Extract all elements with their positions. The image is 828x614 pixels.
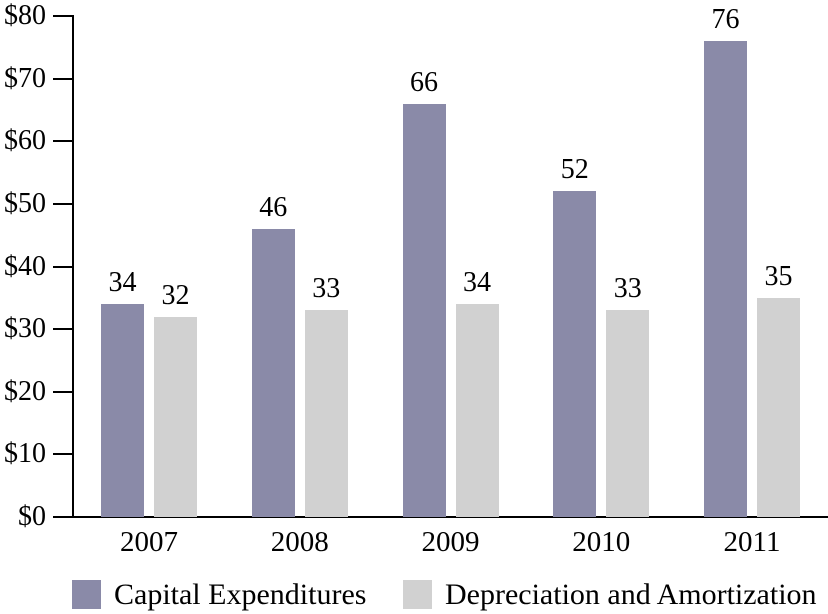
x-tick-label-2010: 2010: [572, 526, 631, 558]
legend-item-capital-expenditures: Capital Expenditures: [72, 579, 366, 610]
value-label-capital-expenditures-2010: 52: [560, 154, 589, 186]
y-tick-40: [53, 265, 73, 268]
bar-capital-expenditures-2008: [251, 228, 295, 517]
bar-capital-expenditures-2010: [553, 191, 597, 517]
y-tick-label-10: $10: [4, 438, 46, 470]
y-tick-60: [53, 140, 73, 143]
value-label-capital-expenditures-2011: 76: [711, 4, 740, 36]
value-label-depreciation-and-amortization-2009: 34: [463, 267, 491, 299]
bar-depreciation-and-amortization-2007: [154, 316, 197, 517]
y-tick-label-30: $30: [4, 313, 46, 345]
value-label-depreciation-and-amortization-2010: 33: [613, 273, 642, 305]
y-tick-50: [53, 202, 73, 205]
x-tick-label-2007: 2007: [120, 526, 178, 558]
value-label-capital-expenditures-2008: 46: [259, 191, 288, 223]
value-label-depreciation-and-amortization-2008: 33: [312, 273, 341, 305]
y-tick-0: [53, 516, 73, 518]
value-label-depreciation-and-amortization-2007: 32: [161, 279, 190, 311]
bar-capital-expenditures-2011: [704, 41, 747, 517]
y-tick-label-60: $60: [4, 125, 46, 157]
value-label-capital-expenditures-2009: 66: [410, 66, 438, 98]
y-tick-label-80: $80: [4, 0, 46, 31]
legend-item-depreciation-amortization: Depreciation and Amortization: [403, 579, 817, 610]
y-tick-label-0: $0: [18, 501, 46, 532]
y-tick-label-70: $70: [4, 62, 46, 94]
y-tick-10: [53, 453, 73, 456]
x-tick-label-2008: 2008: [270, 526, 329, 558]
y-axis-line: [72, 15, 74, 518]
y-tick-70: [53, 77, 73, 80]
y-tick-80: [53, 15, 73, 17]
bar-depreciation-and-amortization-2008: [304, 310, 348, 517]
y-tick-label-50: $50: [4, 187, 46, 219]
legend-label-depreciation-amortization: Depreciation and Amortization: [445, 578, 817, 611]
legend-swatch-capital-expenditures: [72, 580, 101, 609]
x-tick-label-2009: 2009: [421, 526, 480, 558]
bar-depreciation-and-amortization-2009: [455, 304, 499, 517]
y-tick-label-20: $20: [4, 375, 46, 407]
value-label-capital-expenditures-2007: 34: [108, 267, 137, 299]
value-label-depreciation-and-amortization-2011: 35: [764, 260, 793, 292]
bar-depreciation-and-amortization-2011: [757, 297, 800, 517]
bar-capital-expenditures-2007: [101, 304, 144, 517]
y-tick-20: [53, 390, 73, 393]
x-axis-baseline: [53, 516, 828, 518]
bar-depreciation-and-amortization-2010: [606, 310, 650, 517]
legend-swatch-depreciation-amortization: [403, 580, 432, 609]
y-tick-label-40: $40: [4, 250, 46, 282]
x-tick-label-2011: 2011: [723, 526, 781, 558]
legend-label-capital-expenditures: Capital Expenditures: [114, 578, 367, 611]
bar-capital-expenditures-2009: [402, 103, 446, 517]
y-tick-30: [53, 328, 73, 331]
